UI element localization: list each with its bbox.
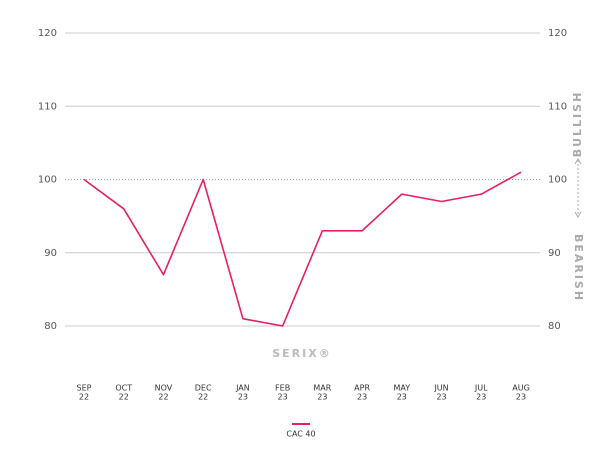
series-line [83,171,522,327]
y2-tick-label: 80 [548,321,561,332]
x-tick-label: JUL [474,384,488,393]
x-tick-label: 23 [516,393,526,402]
bullish-label: BULLISH [571,91,584,158]
y2-tick-label: 120 [548,28,567,39]
x-tick-label: JAN [235,384,250,393]
x-tick-label: 23 [238,393,248,402]
watermark: SERIX® [272,347,331,360]
x-tick-label: FEB [275,384,290,393]
x-tick-label: MAY [393,384,410,393]
y2-tick-label: 90 [548,248,561,259]
y-tick-label: 80 [44,321,57,332]
x-tick-label: 22 [119,393,129,402]
x-tick-label: 22 [79,393,89,402]
x-tick-label: 23 [317,393,327,402]
x-tick-label: AUG [512,384,530,393]
x-tick-label: 23 [397,393,407,402]
x-tick-label: NOV [155,384,173,393]
y2-tick-label: 110 [548,101,567,112]
x-tick-label: SEP [77,384,92,393]
x-tick-label: 23 [278,393,288,402]
x-tick-label: DEC [195,384,212,393]
y2-tick-label: 100 [548,175,567,186]
x-tick-label: 23 [476,393,486,402]
x-tick-label: 23 [436,393,446,402]
y-tick-label: 100 [38,175,57,186]
bearish-label: BEARISH [572,234,585,302]
x-tick-label: OCT [115,384,132,393]
x-tick-label: APR [354,384,370,393]
x-tick-label: 22 [158,393,168,402]
x-tick-label: MAR [313,384,331,393]
y-tick-label: 120 [38,28,57,39]
x-tick-label: 23 [357,393,367,402]
x-tick-label: 22 [198,393,208,402]
y-tick-label: 110 [38,101,57,112]
x-tick-label: JUN [433,384,448,393]
y-tick-label: 90 [44,248,57,259]
arrow [574,158,582,218]
legend-label: CAC 40 [286,430,315,439]
